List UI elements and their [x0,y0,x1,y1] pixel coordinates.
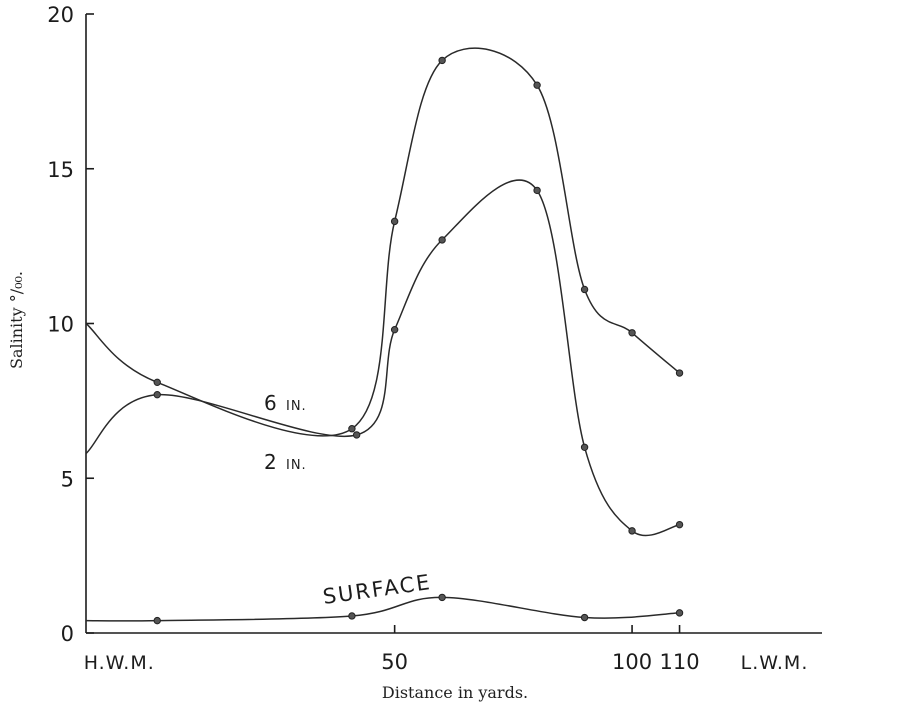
series-label-surface: SURFACE [321,570,433,609]
series-line-0 [85,47,680,437]
data-point [153,378,161,387]
series-curves [85,47,680,622]
x-tick-label: H.W.M. [84,652,155,674]
x-tick-label: 50 [381,650,408,674]
data-point [348,425,356,433]
y-tick-label: 20 [47,3,74,27]
x-tick-label: L.W.M. [741,652,809,674]
data-point [348,612,356,620]
data-points [153,56,684,625]
data-point [390,217,399,226]
series-label-2in: 2 [264,450,277,474]
data-point [580,613,589,622]
y-tick-label: 5 [61,467,74,491]
data-point [438,56,446,65]
series-line-2 [85,596,680,622]
x-tick-label: 110 [660,650,700,674]
series-label-6in-unit: IN. [286,399,307,414]
data-point [675,369,684,377]
series-label-2in-unit: IN. [286,458,307,473]
data-point [390,325,399,334]
data-point [438,236,446,244]
y-tick-label: 10 [47,313,74,337]
y-tick-label: 15 [47,158,74,182]
data-point [628,329,636,337]
data-point [352,431,361,439]
data-point [438,593,446,602]
series-line-1 [85,179,680,537]
data-point [675,520,684,529]
data-point [580,285,589,294]
x-axis-title: Distance in yards. [382,683,528,702]
data-point [533,81,541,89]
series-label-6in: 6 [264,391,277,415]
data-point [675,609,684,617]
data-point [628,527,636,535]
y-axis-title: Salinity °/₀₀. [7,271,26,369]
data-point [580,443,589,451]
chart-labels: Distance in yards. Salinity °/₀₀. 6 IN.2 I… [7,271,528,702]
data-point [153,616,161,625]
data-point [533,186,541,195]
axes: 0 5 10 15 20 H.W.M. 50 100 110 L.W.M. [47,3,822,674]
y-tick-label: 0 [61,622,74,646]
x-tick-label: 100 [612,650,652,674]
data-point [153,390,161,399]
